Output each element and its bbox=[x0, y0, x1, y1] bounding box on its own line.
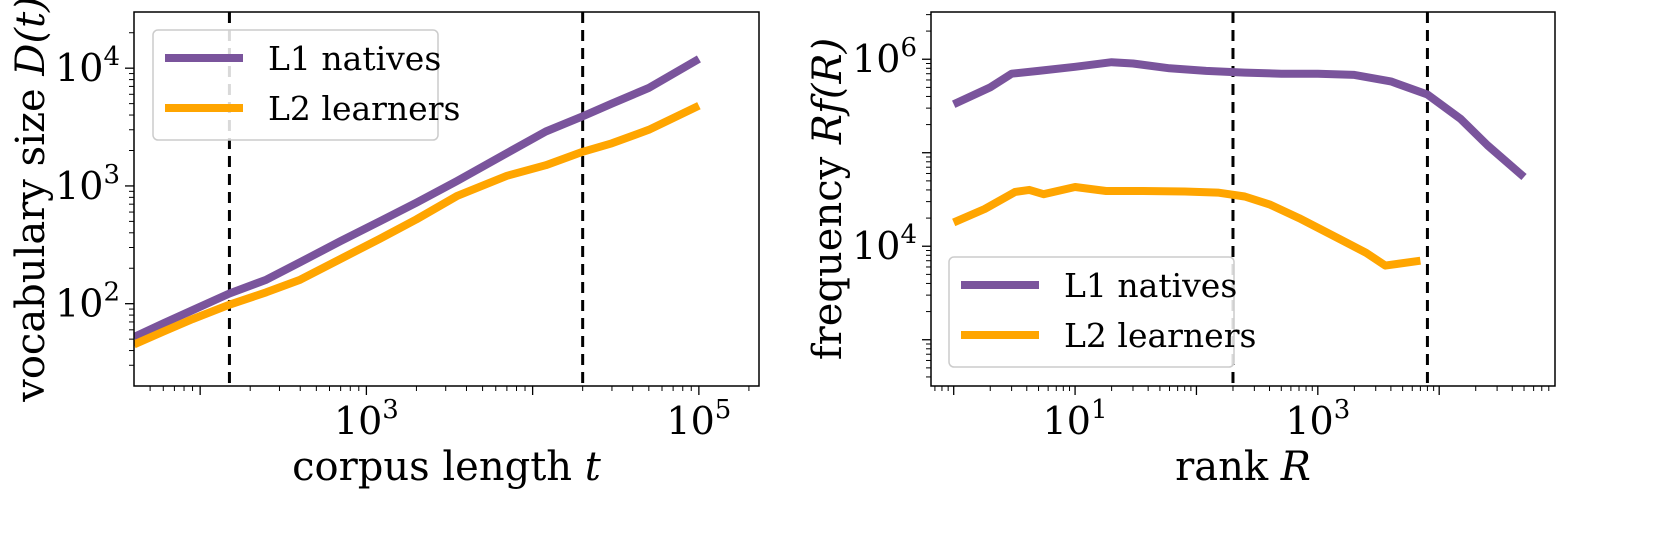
legend-label: L2 learners bbox=[268, 89, 460, 128]
axes-frame bbox=[133, 11, 760, 387]
legend-label: L2 learners bbox=[1064, 316, 1256, 355]
tick-exponent: 4 bbox=[103, 42, 120, 72]
series-group bbox=[134, 55, 701, 349]
y-tick-label: 102 bbox=[55, 278, 120, 326]
x-tick-label: 103 bbox=[334, 395, 399, 443]
y-tick-label: 104 bbox=[55, 42, 120, 90]
x-axis-label-text: corpus length bbox=[292, 444, 585, 490]
legend-label: L1 natives bbox=[268, 39, 441, 78]
axes-frame bbox=[930, 11, 1556, 387]
tick-exponent: 3 bbox=[382, 395, 399, 425]
tick-base: 10 bbox=[852, 37, 900, 81]
tick-exponent: 3 bbox=[103, 160, 120, 190]
tick-exponent: 1 bbox=[1091, 395, 1108, 425]
minor-ticks bbox=[129, 32, 750, 391]
tick-exponent: 6 bbox=[900, 33, 917, 63]
x-axis-label: rank R bbox=[1175, 444, 1311, 490]
x-tick-label: 101 bbox=[1043, 395, 1108, 443]
x-tick-label: 105 bbox=[666, 395, 731, 443]
legend-label: L1 natives bbox=[1064, 266, 1237, 305]
tick-base: 10 bbox=[852, 224, 900, 268]
y-axis-label-variable: D(t) bbox=[8, 0, 54, 77]
x-axis-label-text: rank bbox=[1175, 444, 1281, 490]
x-axis-label-variable: t bbox=[585, 444, 602, 490]
tick-base: 10 bbox=[55, 282, 103, 326]
tick-base: 10 bbox=[55, 46, 103, 90]
series-line-l1-natives bbox=[134, 55, 701, 341]
tick-exponent: 5 bbox=[715, 395, 732, 425]
y-tick-label: 103 bbox=[55, 160, 120, 208]
series-line-l1-natives bbox=[952, 58, 1527, 181]
series-line-l2-learners bbox=[952, 183, 1421, 270]
tick-base: 10 bbox=[55, 164, 103, 208]
x-axis-label: corpus length t bbox=[292, 444, 602, 490]
y-tick-label: 106 bbox=[852, 33, 917, 81]
y-axis-label: frequency Rf(R) bbox=[805, 38, 851, 360]
legend: L1 natives L2 learners bbox=[948, 256, 1256, 368]
tick-base: 10 bbox=[1285, 399, 1333, 443]
y-axis-label-text: frequency bbox=[805, 144, 851, 360]
y-axis-label-text: vocabulary size bbox=[8, 76, 54, 403]
series-line-l2-learners bbox=[134, 102, 701, 349]
y-axis-label-variable: Rf(R) bbox=[805, 38, 851, 145]
tick-base: 10 bbox=[334, 399, 382, 443]
series-group bbox=[952, 58, 1527, 270]
minor-ticks bbox=[926, 14, 1550, 391]
x-tick-label: 103 bbox=[1285, 395, 1350, 443]
tick-base: 10 bbox=[1043, 399, 1091, 443]
tick-base: 10 bbox=[666, 399, 714, 443]
y-tick-label: 104 bbox=[852, 220, 917, 268]
legend: L1 natives L2 learners bbox=[152, 29, 460, 141]
y-axis-label: vocabulary size D(t) bbox=[8, 0, 54, 403]
tick-exponent: 3 bbox=[1334, 395, 1351, 425]
tick-exponent: 4 bbox=[900, 220, 917, 250]
x-axis-label-variable: R bbox=[1280, 444, 1311, 490]
tick-exponent: 2 bbox=[103, 278, 120, 308]
